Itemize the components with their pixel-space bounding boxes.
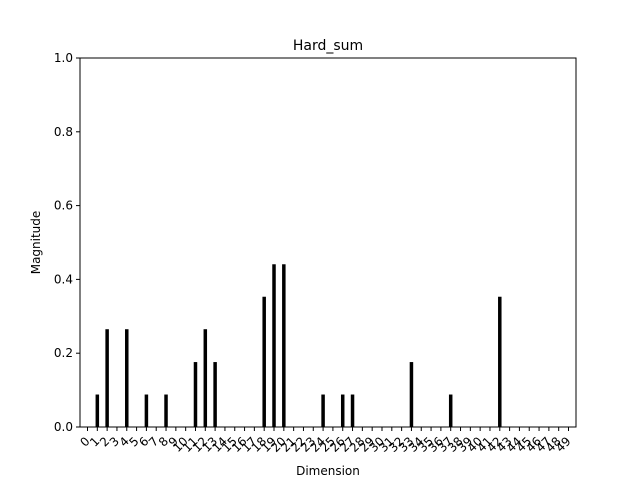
x-ticks-group: 0123456789101112131415161718192021222324…: [77, 427, 574, 455]
bar-2: [105, 329, 109, 427]
plot-frame: [79, 57, 577, 428]
bar-20: [282, 264, 286, 427]
bar-24: [321, 394, 325, 427]
bar-4: [125, 329, 129, 427]
bar-26: [340, 394, 345, 427]
bar-12: [203, 329, 208, 427]
bar-42: [498, 296, 502, 427]
y-tick-label: 0.0: [54, 420, 73, 434]
bar-33: [409, 362, 414, 427]
bar-18: [262, 296, 266, 427]
bars-group: [95, 264, 502, 427]
y-tick-label: 0.4: [54, 272, 73, 286]
y-ticks-group: 0.0 0.2 0.4 0.6 0.8 1.0: [54, 51, 80, 434]
bar-37: [448, 394, 453, 427]
y-tick-label: 0.2: [54, 346, 73, 360]
y-tick-label: 1.0: [54, 51, 73, 65]
bar-11: [193, 362, 198, 427]
bar-13: [213, 362, 217, 427]
bar-8: [164, 394, 168, 427]
chart-title: Hard_sum: [293, 38, 363, 54]
bar-27: [350, 394, 355, 427]
bar-19: [272, 264, 276, 427]
bar-1: [95, 394, 100, 427]
y-tick-label: 0.6: [54, 199, 73, 213]
x-axis-label: Dimension: [296, 464, 360, 478]
bar-6: [144, 394, 149, 427]
y-axis-label: Magnitude: [29, 211, 43, 275]
y-tick-label: 0.8: [54, 125, 73, 139]
